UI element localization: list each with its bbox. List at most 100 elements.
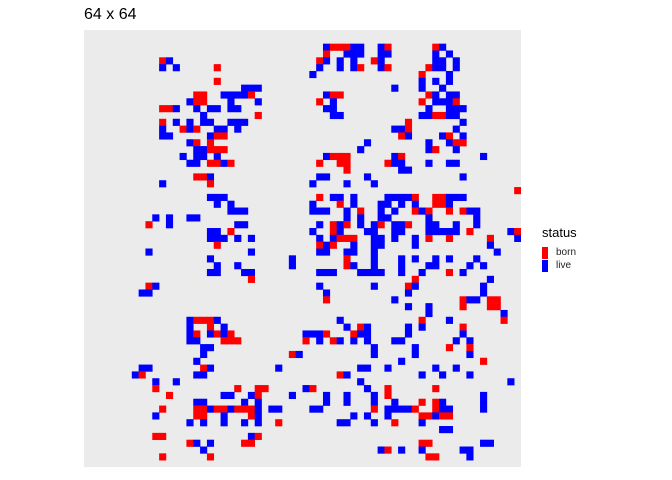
cell-live (425, 221, 433, 229)
cell-live (322, 268, 331, 277)
cell-live (343, 214, 351, 222)
cell-born (459, 207, 467, 215)
cell-live (357, 268, 365, 277)
cell-live (370, 255, 378, 263)
cell-live (213, 234, 221, 242)
cell-live (206, 234, 215, 242)
cell-born (357, 323, 365, 331)
cell-born (425, 439, 433, 447)
cell-born (357, 64, 365, 72)
cell-born (254, 385, 262, 393)
cell-live (432, 50, 440, 58)
cell-born (316, 98, 324, 106)
cell-live (322, 398, 331, 406)
cell-live (439, 57, 447, 65)
cell-live (159, 125, 167, 133)
cell-live (418, 323, 426, 331)
cell-live (186, 125, 194, 133)
cell-live (322, 91, 331, 99)
cell-live (322, 173, 331, 181)
cell-live (514, 234, 521, 242)
cell-live (391, 84, 399, 92)
cell-born (254, 111, 262, 120)
cell-live (507, 378, 515, 386)
cell-born (480, 357, 488, 365)
cell-born (411, 207, 419, 215)
cell-live (452, 228, 460, 236)
cell-live (459, 132, 467, 140)
cell-live (254, 405, 262, 413)
cell-live (343, 371, 351, 379)
cell-live (370, 350, 378, 359)
cell-born (343, 152, 351, 161)
cell-born (227, 337, 235, 345)
cell-born (247, 405, 256, 413)
cell-live (363, 323, 372, 331)
cell-born (247, 91, 256, 99)
cell-live (363, 139, 372, 147)
cell-live (234, 125, 242, 133)
cell-live (391, 159, 399, 167)
cell-live (220, 323, 228, 331)
cell-born (193, 173, 201, 181)
cell-live (241, 118, 249, 126)
cell-live (432, 64, 440, 72)
cell-live (466, 207, 474, 215)
cell-live (445, 200, 454, 208)
cell-live (425, 303, 433, 311)
cell-live (206, 364, 215, 372)
cell-born (200, 405, 208, 413)
cell-live (193, 105, 201, 113)
cell-live (206, 439, 215, 447)
cell-live (165, 57, 174, 65)
cell-live (439, 132, 447, 140)
cell-live (480, 152, 488, 161)
cell-live (350, 50, 358, 58)
cell-live (234, 221, 242, 229)
cell-born (206, 146, 215, 154)
cell-born (445, 412, 454, 420)
cell-live (206, 173, 215, 181)
cell-live (377, 268, 385, 277)
cell-live (200, 152, 208, 161)
cell-born (145, 282, 153, 290)
cell-live (391, 193, 399, 202)
cell-live (234, 207, 242, 215)
cell-born (206, 180, 215, 188)
cell-live (206, 193, 215, 202)
cell-live (343, 323, 351, 331)
cell-live (247, 268, 256, 277)
cell-live (206, 330, 215, 338)
cell-live (206, 132, 215, 140)
cell-born (159, 105, 167, 113)
cell-live (193, 439, 201, 447)
cell-live (152, 412, 160, 420)
cell-born (425, 234, 433, 242)
cell-live (459, 118, 467, 126)
cell-live (404, 289, 413, 297)
cell-live (309, 200, 317, 208)
cell-live (398, 125, 406, 133)
cell-born (220, 337, 228, 345)
cell-live (473, 207, 481, 215)
cell-born (411, 405, 419, 413)
cell-born (486, 234, 494, 242)
cell-live (473, 255, 481, 263)
cell-live (425, 159, 433, 167)
cell-live (336, 316, 344, 324)
cell-live (391, 405, 399, 413)
cell-born (138, 371, 146, 379)
cell-live (186, 337, 194, 345)
cell-born (343, 43, 351, 51)
cell-live (213, 193, 221, 202)
cell-live (336, 228, 344, 236)
cell-live (363, 337, 372, 345)
cell-live (418, 111, 426, 120)
cell-live (309, 180, 317, 188)
cell-born (418, 398, 426, 406)
cell-born (213, 159, 221, 167)
cell-live (377, 200, 385, 208)
cell-born (329, 152, 337, 161)
cell-live (200, 398, 208, 406)
cell-live (241, 207, 249, 215)
